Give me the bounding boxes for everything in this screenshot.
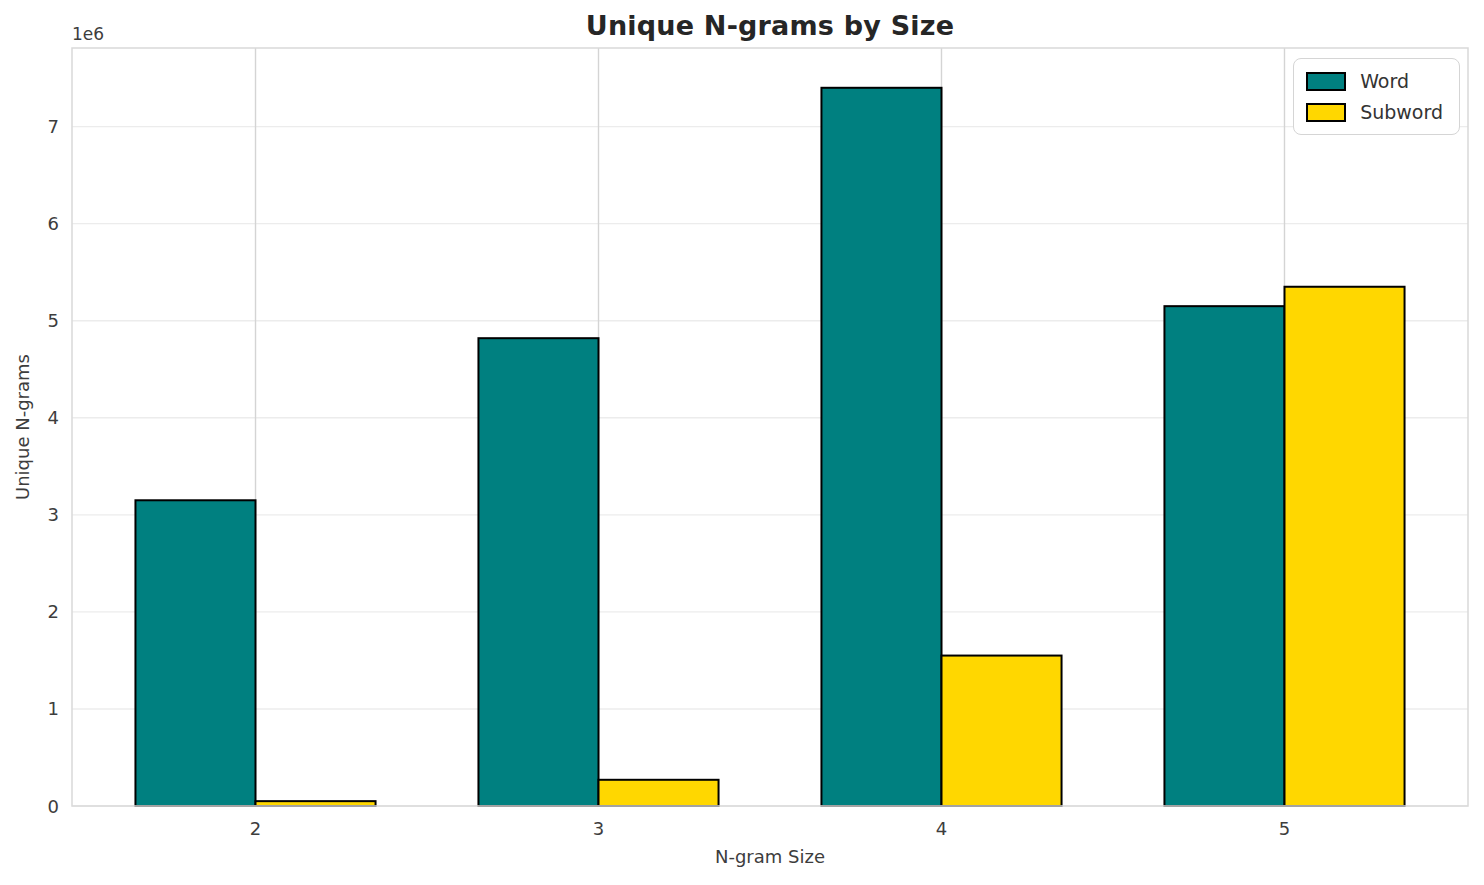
y-tick-label: 1 <box>48 698 59 719</box>
bar-word-2 <box>135 500 255 806</box>
legend: Word Subword <box>1293 58 1460 135</box>
bar-subword-5 <box>1284 287 1404 806</box>
x-tick-label: 4 <box>936 818 947 839</box>
y-tick-label: 5 <box>48 310 59 331</box>
x-tick-label: 5 <box>1279 818 1290 839</box>
y-tick-label: 2 <box>48 601 59 622</box>
x-tick-label: 3 <box>593 818 604 839</box>
bar-word-5 <box>1164 306 1284 806</box>
legend-label-subword: Subword <box>1360 101 1443 123</box>
y-axis-label: Unique N-grams <box>12 354 33 500</box>
bar-subword-3 <box>599 780 719 806</box>
y-axis-offset-label: 1e6 <box>72 24 104 44</box>
x-axis-label: N-gram Size <box>72 846 1468 867</box>
bar-word-3 <box>478 338 598 806</box>
y-tick-label: 0 <box>48 796 59 817</box>
legend-item-word: Word <box>1306 70 1443 92</box>
y-tick-label: 3 <box>48 504 59 525</box>
bar-subword-4 <box>941 656 1061 806</box>
legend-swatch-subword <box>1306 103 1346 122</box>
bar-word-4 <box>821 88 941 806</box>
bar-chart-canvas: 0 1 2 3 4 5 6 7 2 3 4 5 <box>0 0 1484 885</box>
x-tick-label: 2 <box>250 818 261 839</box>
legend-label-word: Word <box>1360 70 1409 92</box>
legend-swatch-word <box>1306 72 1346 91</box>
chart-title: Unique N-grams by Size <box>72 10 1468 41</box>
legend-item-subword: Subword <box>1306 101 1443 123</box>
y-tick-label: 4 <box>48 407 59 428</box>
y-tick-label: 6 <box>48 213 59 234</box>
y-tick-label: 7 <box>48 116 59 137</box>
figure: 012345672345 Unique N-grams by Size 1e6 … <box>0 0 1484 885</box>
